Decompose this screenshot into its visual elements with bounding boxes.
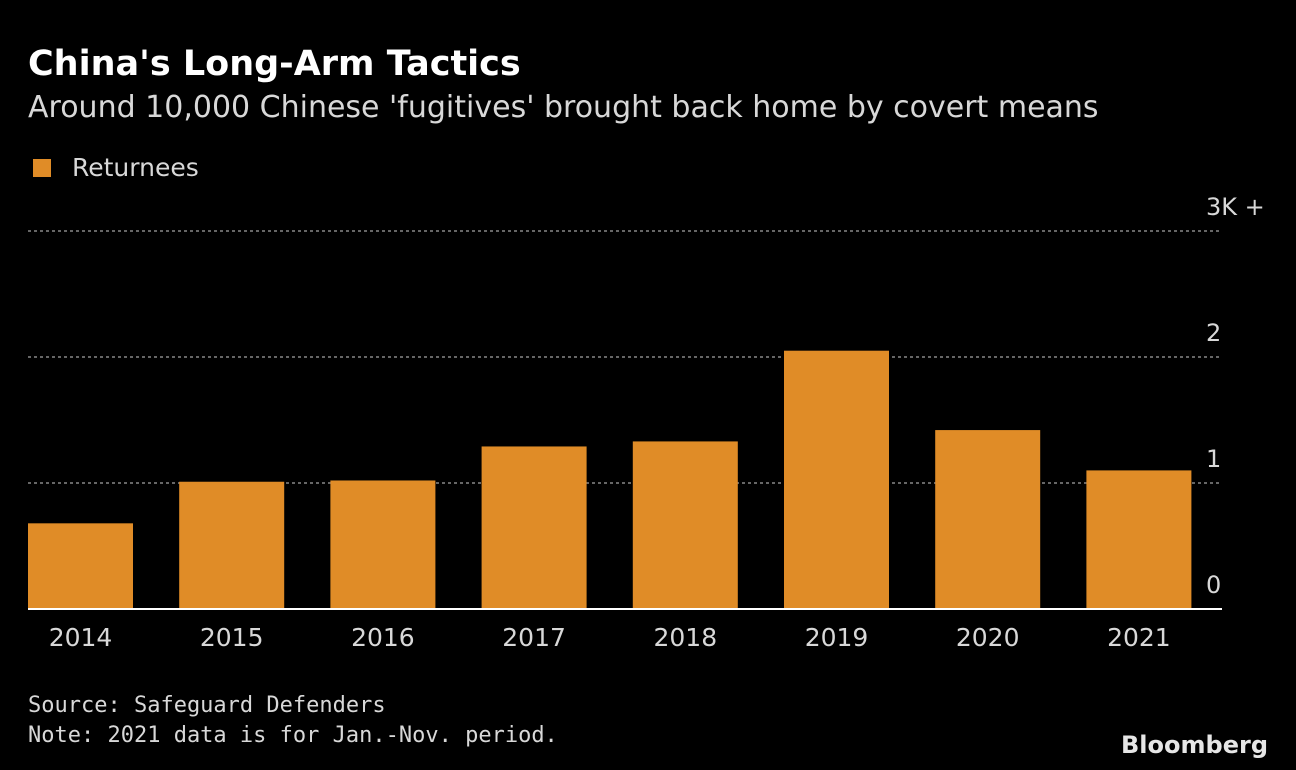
bar [481, 446, 587, 609]
y-tick-label: 2 [1206, 319, 1221, 347]
bar [632, 441, 738, 609]
x-tick-label: 2018 [653, 623, 717, 652]
bar [330, 480, 436, 609]
y-tick-label: 3K + [1206, 193, 1265, 221]
y-tick-label: 1 [1206, 445, 1221, 473]
x-tick-label: 2016 [351, 623, 415, 652]
x-tick-label: 2021 [1107, 623, 1171, 652]
brand-logo: Bloomberg [1121, 731, 1268, 759]
chart-subtitle: Around 10,000 Chinese 'fugitives' brough… [28, 90, 1099, 125]
bar [784, 350, 889, 609]
bar [28, 523, 133, 609]
x-tick-label: 2019 [805, 623, 869, 652]
legend-swatch [33, 159, 51, 177]
x-tick-label: 2015 [200, 623, 264, 652]
bar [935, 430, 1041, 609]
bar [1086, 470, 1192, 609]
chart-title: China's Long-Arm Tactics [28, 44, 521, 84]
y-tick-label: 0 [1206, 571, 1221, 599]
x-tick-label: 2020 [956, 623, 1020, 652]
source: Source: Safeguard Defenders [28, 693, 386, 718]
bar [179, 481, 285, 609]
note: Note: 2021 data is for Jan.-Nov. period. [28, 723, 558, 748]
x-tick-label: 2017 [502, 623, 566, 652]
legend-label: Returnees [72, 153, 199, 182]
x-tick-label: 2014 [49, 623, 113, 652]
